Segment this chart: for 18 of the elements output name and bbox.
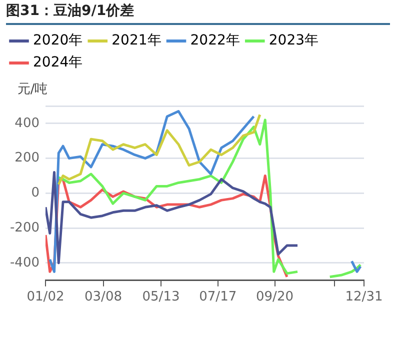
legend-label: 2022年: [190, 32, 240, 49]
y-axis-title: 元/吨: [17, 82, 48, 97]
legend-label: 2023年: [268, 32, 319, 49]
x-tick-label: 03/08: [84, 290, 122, 305]
y-tick-label: -400: [10, 255, 40, 270]
y-tick-label: 0: [31, 186, 40, 201]
legend-label: 2020年: [33, 32, 83, 49]
legend-label: 2024年: [33, 54, 83, 71]
x-tick-label: 12/31: [345, 290, 383, 305]
y-tick-label: -200: [10, 220, 40, 236]
chart-title: 图31：豆油9/1价差: [6, 2, 390, 25]
y-tick-label: 200: [14, 150, 40, 166]
x-tick-label: 01/02: [26, 290, 64, 305]
x-tick-label: 07/17: [199, 290, 237, 305]
x-tick-label: 09/20: [256, 290, 294, 305]
legend-label: 2021年: [112, 32, 162, 49]
y-tick-label: 400: [14, 116, 40, 131]
x-tick-label: 05/13: [142, 290, 180, 305]
